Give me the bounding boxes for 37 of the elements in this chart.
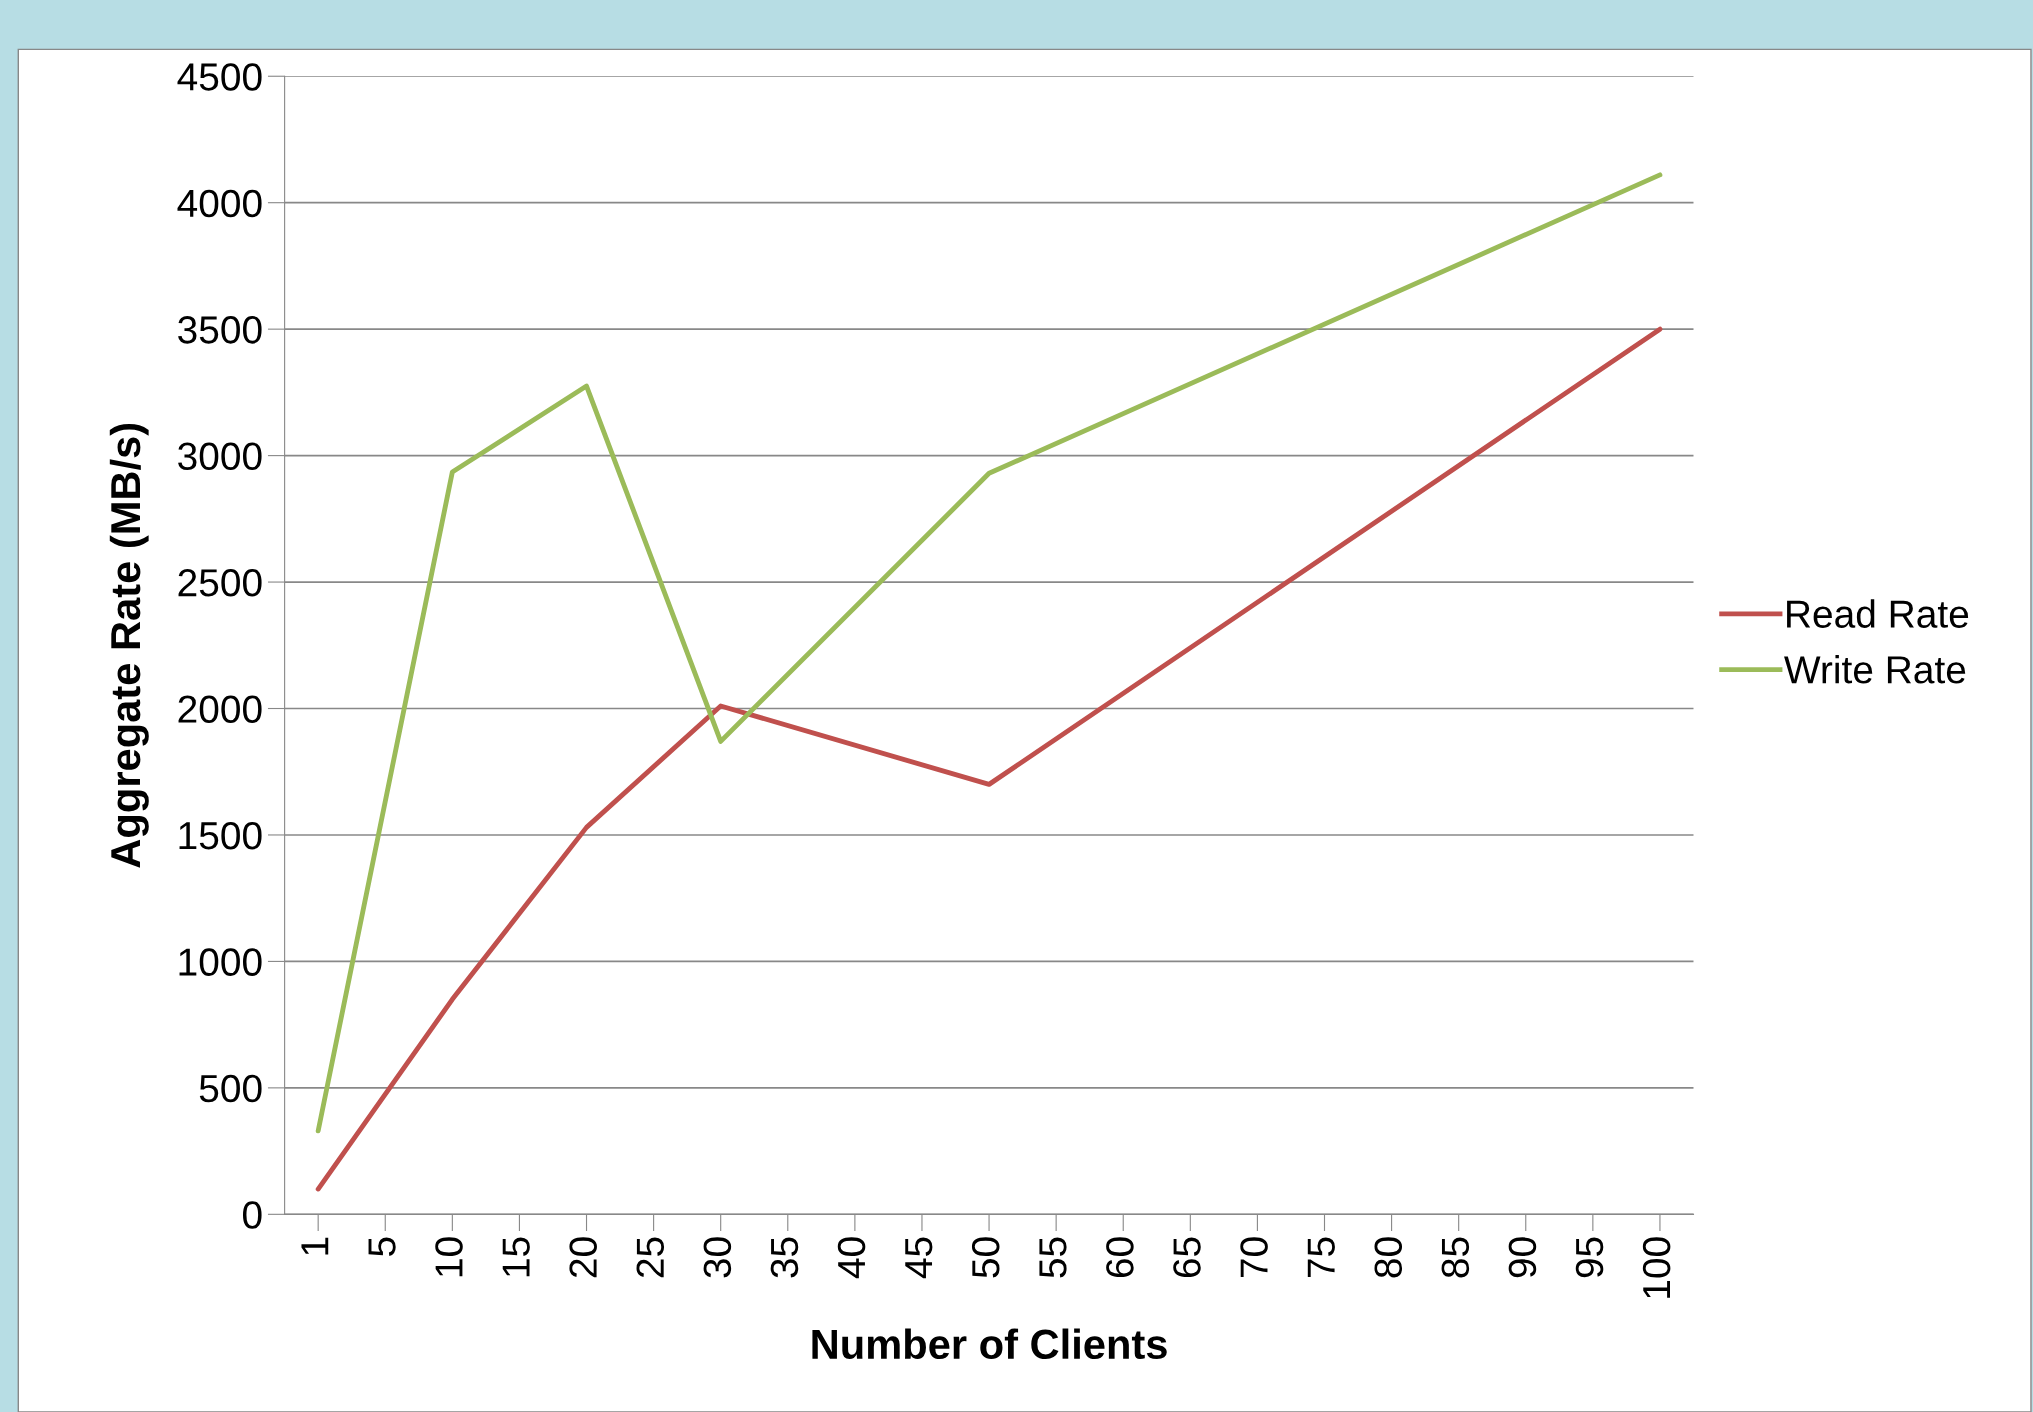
x-tick-label: 40 — [837, 1237, 866, 1279]
legend-label: Write Rate — [1784, 655, 1966, 684]
y-tick-label: 4000 — [177, 189, 262, 218]
x-tick-label: 60 — [1106, 1237, 1134, 1278]
legend-label: Read Rate — [1787, 599, 1969, 628]
x-axis-title: Number of Clients — [812, 1328, 1167, 1360]
x-tick-label: 100 — [1642, 1237, 1671, 1298]
x-tick-label: 95 — [1575, 1237, 1604, 1278]
x-tick-label: 1 — [301, 1237, 329, 1255]
x-tick-label: 35 — [770, 1237, 799, 1278]
y-tick-label: 0 — [242, 1201, 262, 1229]
y-axis-title: Aggregate Rate (MB/s) — [109, 423, 149, 868]
y-tick-label: 4500 — [177, 63, 262, 91]
x-tick-label: 70 — [1240, 1237, 1268, 1278]
y-tick-label: 1000 — [179, 948, 262, 976]
x-tick-label: 90 — [1508, 1237, 1537, 1278]
line-series — [315, 326, 1663, 1192]
x-tick-label: 45 — [905, 1237, 933, 1279]
x-tick-label: 65 — [1173, 1237, 1201, 1278]
y-tick-label: 500 — [199, 1074, 262, 1103]
y-tick-label: 1500 — [179, 821, 262, 850]
x-tick-label: 20 — [569, 1237, 597, 1278]
x-tick-label: 50 — [971, 1237, 1000, 1278]
x-tick-label: 5 — [368, 1237, 396, 1256]
x-tick-label: 15 — [502, 1237, 530, 1277]
y-tick-label: 2000 — [178, 695, 262, 723]
x-tick-label: 80 — [1374, 1237, 1403, 1278]
line-series — [315, 172, 1663, 1134]
y-tick-label: 3000 — [178, 442, 262, 471]
x-tick-label: 10 — [435, 1237, 463, 1277]
x-tick-label: 75 — [1307, 1237, 1335, 1278]
y-tick-label: 2500 — [178, 568, 262, 597]
x-tick-label: 85 — [1441, 1237, 1470, 1278]
y-tick-label: 3500 — [178, 316, 262, 344]
x-tick-label: 25 — [636, 1237, 665, 1278]
x-tick-label: 55 — [1039, 1237, 1067, 1278]
x-tick-label: 30 — [703, 1237, 732, 1278]
